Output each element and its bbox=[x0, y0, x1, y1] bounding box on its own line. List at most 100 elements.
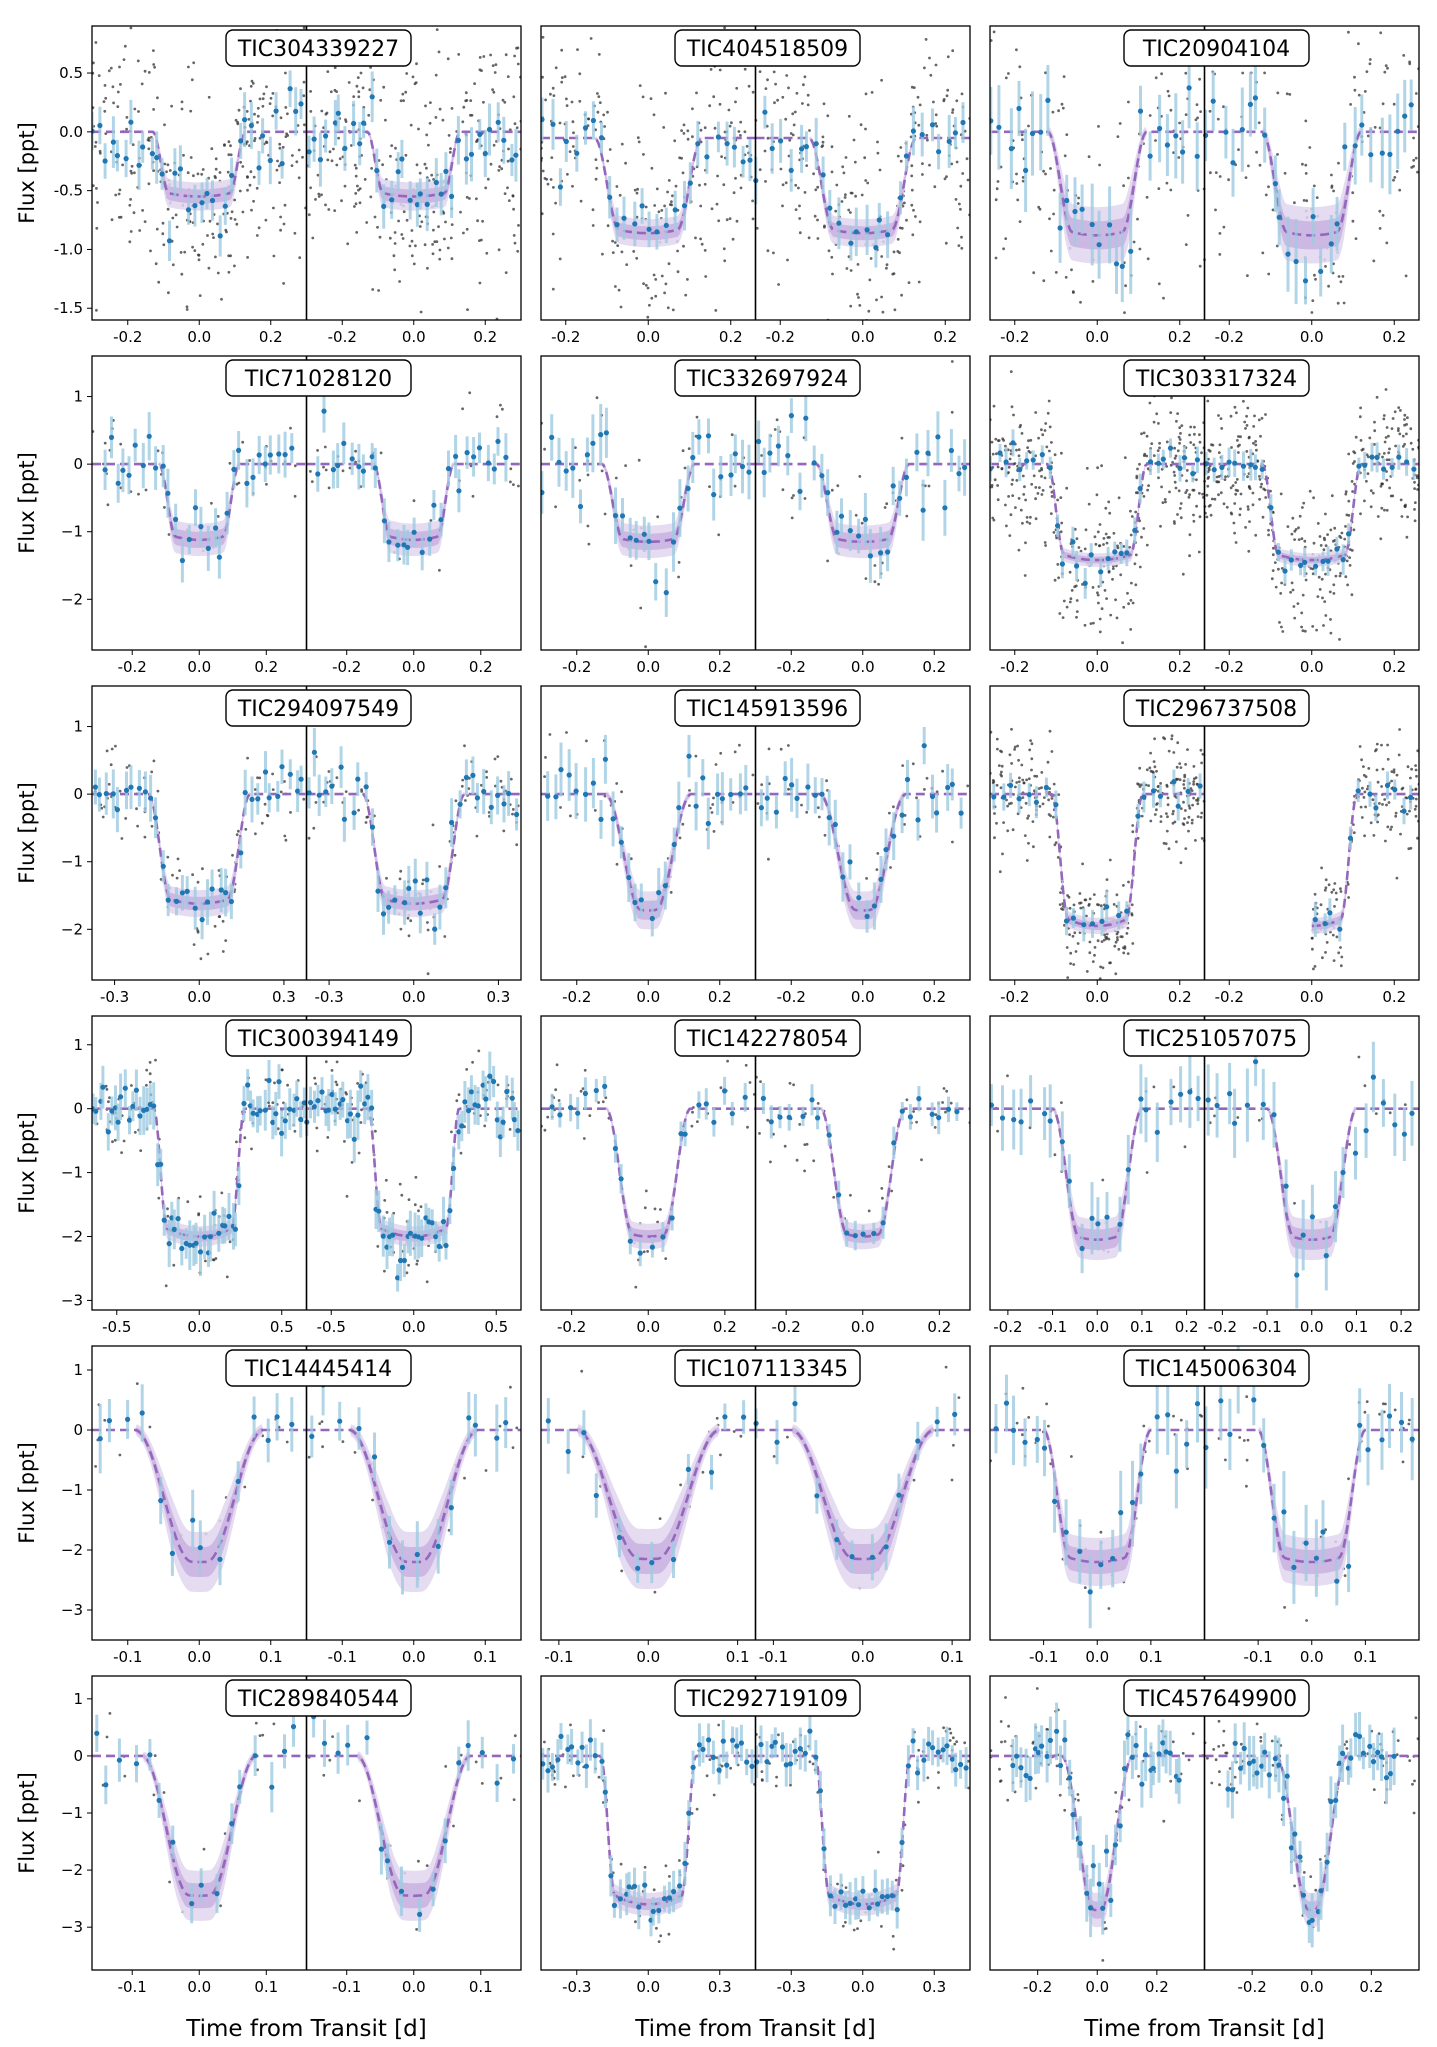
binned-point bbox=[590, 117, 597, 124]
raw-point bbox=[408, 244, 412, 248]
raw-point bbox=[317, 192, 321, 196]
binned-point bbox=[222, 1223, 228, 1229]
binned-point bbox=[614, 222, 620, 228]
raw-point bbox=[1145, 434, 1149, 438]
raw-point bbox=[681, 822, 685, 826]
raw-point bbox=[1034, 497, 1037, 501]
raw-point bbox=[1087, 155, 1091, 159]
raw-point bbox=[1241, 71, 1245, 75]
raw-point bbox=[945, 94, 949, 98]
raw-point bbox=[1247, 435, 1251, 439]
raw-point bbox=[450, 223, 454, 227]
raw-point bbox=[106, 503, 110, 507]
binned-point bbox=[1104, 904, 1110, 910]
raw-point bbox=[876, 151, 880, 155]
raw-point bbox=[998, 870, 1002, 874]
raw-point bbox=[993, 478, 997, 482]
raw-point bbox=[1352, 528, 1356, 532]
raw-point bbox=[1126, 926, 1130, 930]
raw-point bbox=[1385, 478, 1389, 482]
raw-point bbox=[143, 69, 147, 73]
raw-point bbox=[1365, 479, 1368, 483]
raw-point bbox=[425, 166, 428, 170]
y-tick-label: -1.5 bbox=[54, 299, 83, 317]
raw-point bbox=[221, 919, 225, 923]
raw-point bbox=[129, 26, 133, 30]
raw-point bbox=[121, 163, 124, 167]
binned-point bbox=[590, 780, 597, 786]
raw-point bbox=[772, 70, 776, 74]
raw-point bbox=[477, 1049, 481, 1053]
raw-point bbox=[591, 208, 595, 212]
binned-point bbox=[945, 784, 951, 791]
raw-point bbox=[137, 110, 140, 113]
raw-point bbox=[910, 174, 914, 178]
y-tick-label: −1 bbox=[61, 1164, 83, 1182]
x-tick-label: 0.0 bbox=[1085, 328, 1109, 346]
binned-point bbox=[646, 538, 652, 544]
raw-point bbox=[657, 210, 661, 214]
raw-point bbox=[996, 747, 999, 751]
binned-point bbox=[468, 1089, 474, 1095]
binned-point bbox=[582, 1090, 589, 1097]
raw-point bbox=[1165, 181, 1169, 185]
binned-point bbox=[1171, 779, 1177, 785]
raw-point bbox=[1413, 807, 1417, 811]
raw-point bbox=[1138, 519, 1141, 523]
raw-point bbox=[465, 195, 469, 199]
raw-point bbox=[434, 73, 438, 77]
raw-point bbox=[1290, 581, 1294, 585]
raw-point bbox=[1193, 432, 1196, 436]
binned-point bbox=[193, 1240, 199, 1246]
raw-point bbox=[1239, 507, 1242, 511]
raw-point bbox=[468, 391, 472, 395]
raw-point bbox=[1311, 947, 1314, 951]
raw-point bbox=[1043, 429, 1047, 432]
raw-point bbox=[1383, 70, 1387, 74]
raw-point bbox=[343, 1140, 346, 1143]
raw-point bbox=[1281, 630, 1285, 633]
raw-point bbox=[1112, 531, 1116, 535]
raw-point bbox=[109, 66, 113, 70]
binned-point bbox=[102, 467, 108, 473]
raw-point bbox=[1322, 548, 1326, 552]
raw-point bbox=[700, 242, 704, 246]
raw-point bbox=[167, 291, 170, 295]
raw-point bbox=[1075, 610, 1079, 613]
binned-point bbox=[929, 122, 936, 128]
raw-point bbox=[220, 297, 223, 301]
raw-point bbox=[136, 59, 140, 63]
raw-point bbox=[511, 812, 514, 816]
raw-point bbox=[338, 157, 342, 161]
raw-point bbox=[170, 104, 174, 108]
raw-point bbox=[1175, 765, 1179, 769]
binned-point bbox=[355, 776, 361, 782]
raw-point bbox=[794, 208, 798, 212]
raw-point bbox=[1324, 886, 1328, 890]
binned-point bbox=[433, 179, 439, 186]
raw-point bbox=[1050, 495, 1054, 498]
raw-point bbox=[1412, 164, 1415, 168]
binned-point bbox=[335, 110, 341, 116]
raw-point bbox=[315, 1149, 319, 1153]
raw-point bbox=[1051, 110, 1055, 114]
raw-point bbox=[1301, 593, 1305, 597]
raw-point bbox=[733, 484, 737, 488]
raw-point bbox=[633, 188, 637, 192]
binned-point bbox=[256, 452, 262, 458]
binned-point bbox=[262, 769, 269, 775]
binned-point bbox=[1230, 160, 1236, 166]
binned-point bbox=[1368, 152, 1374, 158]
raw-point bbox=[255, 234, 259, 237]
raw-point bbox=[1363, 90, 1367, 93]
raw-point bbox=[1415, 476, 1419, 480]
raw-point bbox=[781, 183, 785, 187]
raw-point bbox=[1040, 771, 1044, 774]
raw-point bbox=[1172, 470, 1176, 474]
raw-point bbox=[656, 1220, 659, 1224]
raw-point bbox=[1414, 764, 1417, 767]
binned-point bbox=[405, 544, 411, 550]
binned-point bbox=[132, 442, 138, 448]
raw-point bbox=[1036, 492, 1040, 495]
raw-point bbox=[509, 480, 512, 484]
